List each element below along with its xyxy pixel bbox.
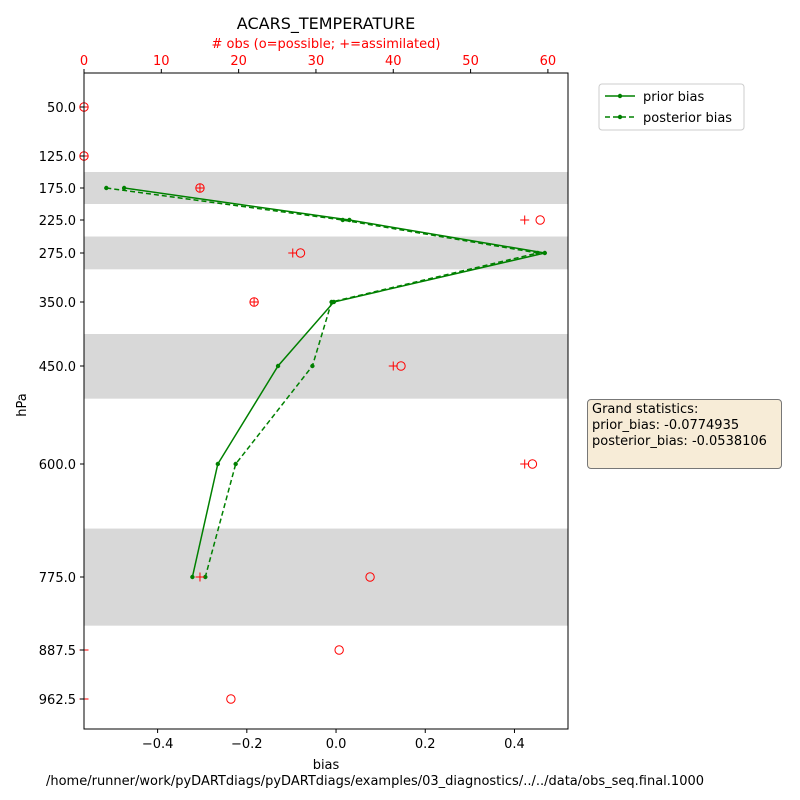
obs-tick-label-4: 40 <box>385 54 402 69</box>
obs-possible-marker-9 <box>334 645 344 655</box>
obs-assimilated-marker-4 <box>288 248 298 258</box>
prior-bias-point-5 <box>215 461 221 467</box>
obs-assimilated-marker-7 <box>520 459 530 469</box>
pressure-tick-label-2: 175.0 <box>39 182 76 197</box>
obs-assimilated-marker-5 <box>249 297 259 307</box>
shaded-pressure-bands <box>84 172 568 626</box>
obs-tick-label-1: 10 <box>153 54 170 69</box>
pressure-tick-label-9: 887.5 <box>39 644 76 659</box>
obs-count-axis: 0 10 20 30 40 50 60 <box>80 54 556 73</box>
obs-tick-label-5: 50 <box>462 54 479 69</box>
bias-tick-label-1: −0.2 <box>231 737 263 752</box>
posterior-bias-point-0 <box>104 185 109 191</box>
stats-prior-bias: prior_bias: -0.0774935 <box>592 418 740 433</box>
prior-bias-point-2 <box>542 250 548 256</box>
pressure-tick-label-1: 125.0 <box>39 150 76 165</box>
bias-series <box>104 185 548 580</box>
prior-bias-point-0 <box>121 185 127 191</box>
obs-assimilated-marker-2 <box>195 183 205 193</box>
bias-tick-label-4: 0.4 <box>504 737 525 752</box>
shaded-band-2 <box>84 334 568 399</box>
obs-tick-label-2: 20 <box>230 54 247 69</box>
stats-heading: Grand statistics: <box>592 402 699 417</box>
grand-statistics-box: Grand statistics: prior_bias: -0.0774935… <box>587 399 782 469</box>
shaded-band-0 <box>84 172 568 204</box>
obs-tick-label-6: 60 <box>540 54 557 69</box>
bias-tick-label-3: 0.2 <box>415 737 436 752</box>
chart-title: ACARS_TEMPERATURE <box>237 14 415 34</box>
posterior-bias-point-1 <box>340 217 345 223</box>
bias-tick-label-2: 0.0 <box>326 737 347 752</box>
pressure-axis: 50.0 125.0 175.0 225.0 275.0 350.0 450.0 600.0 7… <box>39 101 84 708</box>
plot-frame <box>83 72 569 730</box>
x-axis-label: bias <box>313 758 340 773</box>
obs-tick-label-0: 0 <box>80 54 88 69</box>
legend-frame <box>598 83 745 131</box>
posterior-bias-point-6 <box>203 574 208 580</box>
bias-axis: −0.4 −0.2 0.0 0.2 0.4 <box>142 729 525 752</box>
posterior-bias-point-3 <box>329 299 334 305</box>
shaded-band-1 <box>84 236 568 270</box>
obs-possible-marker-8 <box>365 572 375 582</box>
pressure-tick-label-7: 600.0 <box>39 458 76 473</box>
legend-marker-prior <box>617 93 623 99</box>
obs-assimilated-marker-8 <box>195 572 205 582</box>
obs-possible-marker-7 <box>527 459 538 469</box>
posterior-bias-point-2 <box>535 250 540 256</box>
shaded-band-3 <box>84 528 568 626</box>
posterior-bias-point-4 <box>310 363 315 369</box>
prior-bias-point-6 <box>190 574 195 580</box>
obs-possible-marker-3 <box>535 215 545 225</box>
pressure-tick-label-10: 962.5 <box>39 693 76 708</box>
footer-path: /home/runner/work/pyDARTdiags/pyDARTdiag… <box>46 774 704 789</box>
top-axis-label: # obs (o=possible; +=assimilated) <box>212 37 441 52</box>
pressure-tick-label-3: 225.0 <box>39 214 76 229</box>
legend-marker-posterior <box>617 114 623 120</box>
y-axis-label: hPa <box>15 393 30 416</box>
bias-tick-label-0: −0.4 <box>142 737 174 752</box>
legend: prior bias posterior bias <box>598 83 745 131</box>
pressure-tick-label-6: 450.0 <box>39 360 76 375</box>
legend-label-posterior: posterior bias <box>643 111 732 126</box>
pressure-tick-label-8: 775.0 <box>39 571 76 586</box>
pressure-tick-label-5: 350.0 <box>39 296 76 311</box>
legend-label-prior: prior bias <box>643 90 704 105</box>
stats-posterior-bias: posterior_bias: -0.0538106 <box>592 434 767 449</box>
pressure-tick-label-0: 50.0 <box>47 101 76 116</box>
obs-assimilated-marker-6 <box>388 361 398 371</box>
obs-possible-marker-10 <box>226 694 236 704</box>
pressure-tick-label-4: 275.0 <box>39 247 76 262</box>
obs-assimilated-marker-3 <box>520 215 530 225</box>
obs-tick-label-3: 30 <box>308 54 325 69</box>
posterior-bias-point-5 <box>233 461 238 467</box>
prior-bias-point-4 <box>275 363 281 369</box>
